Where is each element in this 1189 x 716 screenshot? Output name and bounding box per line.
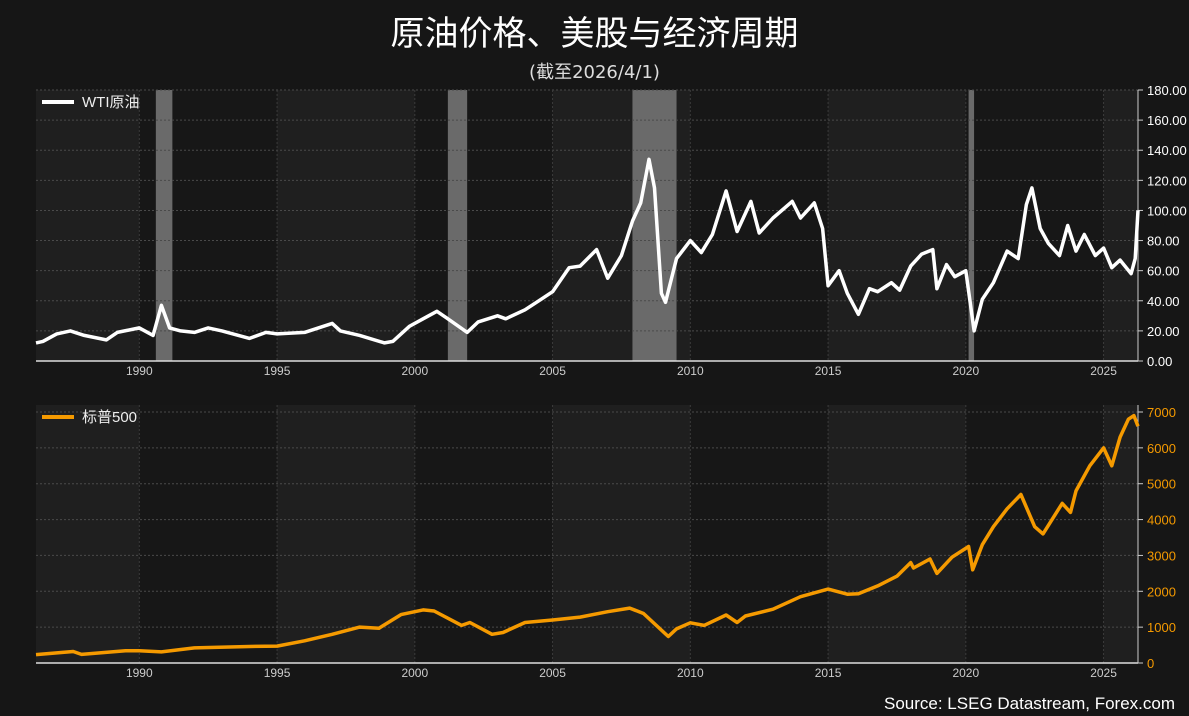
x-tick-label: 1990 xyxy=(126,364,153,378)
background-band xyxy=(828,405,966,663)
background-band xyxy=(414,90,553,361)
recession-shading xyxy=(968,90,975,361)
y-tick-label: 80.00 xyxy=(1147,234,1180,249)
y-tick-label: 0.00 xyxy=(1147,354,1172,369)
series-line xyxy=(35,413,1140,657)
recession-shading xyxy=(447,90,468,361)
y-tick-label: 60.00 xyxy=(1147,264,1180,279)
legend-label: 标普500 xyxy=(82,409,137,426)
source-note: Source: LSEG Datastream, Forex.com xyxy=(884,694,1175,713)
y-tick-label: 140.00 xyxy=(1147,143,1187,158)
x-tick-label: 2020 xyxy=(952,364,979,378)
y-tick-label: 7000 xyxy=(1147,405,1176,420)
recession-shading xyxy=(155,90,173,361)
y-tick-label: 3000 xyxy=(1147,548,1176,563)
chart-subtitle: (截至2026/4/1) xyxy=(529,62,660,83)
x-tick-label: 2010 xyxy=(677,666,704,680)
background-band xyxy=(414,405,553,663)
chart-panel-2: 0 1000 2000 3000 4000 5000 6000 7000 1990 1995 200… xyxy=(35,405,1176,680)
x-tick-label: 2015 xyxy=(815,364,842,378)
x-tick-label: 2020 xyxy=(952,666,979,680)
background-band xyxy=(965,405,1104,663)
background-band xyxy=(36,405,140,663)
x-tick-label: 2025 xyxy=(1090,364,1117,378)
y-tick-label: 5000 xyxy=(1147,477,1176,492)
y-tick-label: 20.00 xyxy=(1147,324,1180,339)
background-band xyxy=(1103,90,1138,361)
chart-title: 原油价格、美股与经济周期 xyxy=(390,14,799,54)
y-tick-label: 4000 xyxy=(1147,513,1176,528)
legend-label: WTI原油 xyxy=(82,94,140,111)
y-tick-label: 6000 xyxy=(1147,441,1176,456)
x-tick-label: 1995 xyxy=(264,666,291,680)
background-band xyxy=(277,405,415,663)
x-tick-label: 1995 xyxy=(264,364,291,378)
y-tick-label: 0 xyxy=(1147,656,1154,671)
background-band xyxy=(690,90,829,361)
background-band xyxy=(277,90,415,361)
y-tick-label: 120.00 xyxy=(1147,173,1187,188)
y-tick-label: 2000 xyxy=(1147,584,1176,599)
recession-shading xyxy=(632,90,677,361)
x-tick-label: 1990 xyxy=(126,666,153,680)
x-tick-label: 2000 xyxy=(401,364,428,378)
background-band xyxy=(1103,405,1138,663)
background-band xyxy=(36,90,140,361)
x-tick-label: 2010 xyxy=(677,364,704,378)
y-tick-label: 160.00 xyxy=(1147,113,1187,128)
x-tick-label: 2025 xyxy=(1090,666,1117,680)
y-tick-label: 100.00 xyxy=(1147,203,1187,218)
x-tick-label: 2000 xyxy=(401,666,428,680)
y-tick-label: 1000 xyxy=(1147,620,1176,635)
background-band xyxy=(828,90,966,361)
y-tick-label: 40.00 xyxy=(1147,294,1180,309)
background-band xyxy=(690,405,829,663)
x-tick-label: 2005 xyxy=(539,666,566,680)
chart-panel-1: 0.00 20.00 40.00 60.00 80.00 100.00 120.00 140.… xyxy=(35,83,1187,378)
background-band xyxy=(139,405,278,663)
x-tick-label: 2015 xyxy=(815,666,842,680)
y-tick-label: 180.00 xyxy=(1147,83,1187,98)
x-tick-label: 2005 xyxy=(539,364,566,378)
background-band xyxy=(552,405,691,663)
series-line xyxy=(35,157,1140,345)
background-band xyxy=(965,90,1104,361)
